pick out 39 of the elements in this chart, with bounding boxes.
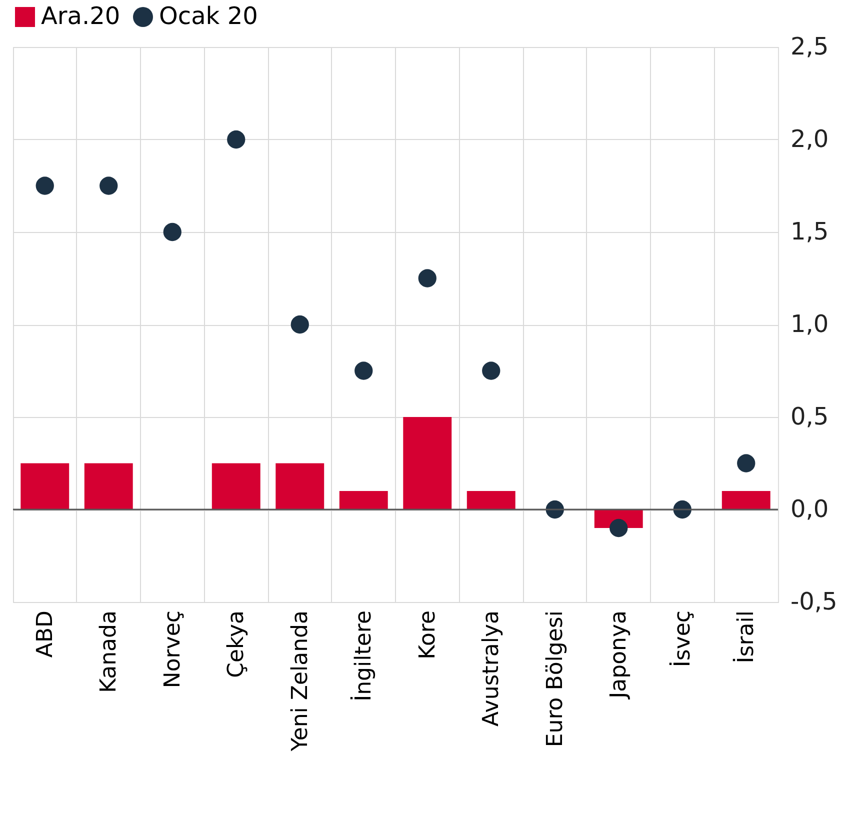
legend-label: Ara.20 <box>41 2 120 30</box>
y-tick-label: 2,0 <box>790 125 829 153</box>
x-tick-label: ABD <box>32 610 58 658</box>
point <box>100 176 118 195</box>
y-tick-label: 1,0 <box>790 310 829 338</box>
bar <box>403 417 452 510</box>
point <box>610 518 628 538</box>
y-tick-label: -0,5 <box>790 588 838 616</box>
x-tick-label: İngiltere <box>350 610 377 702</box>
y-tick-label: 0,0 <box>790 495 829 523</box>
bar <box>466 491 516 510</box>
x-tick-label: Norveç <box>160 610 186 688</box>
y-tick-label: 2,5 <box>790 32 829 60</box>
x-tick-label: Yeni Zelanda <box>288 610 313 752</box>
bar <box>84 463 133 510</box>
bar <box>212 463 260 510</box>
y-tick-label: 1,5 <box>790 218 829 246</box>
point <box>290 315 309 334</box>
point <box>482 362 500 380</box>
x-tick-label: Çekya <box>224 610 250 678</box>
bar <box>20 463 70 510</box>
legend-label: Ocak 20 <box>159 2 258 30</box>
x-tick-label: Japonya <box>606 610 632 700</box>
point <box>227 130 246 149</box>
point <box>354 362 373 380</box>
bar <box>276 463 324 510</box>
x-tick-label: İsveç <box>668 610 696 668</box>
x-tick-label: Kanada <box>96 610 122 693</box>
bar <box>722 491 770 510</box>
y-tick-label: 0,5 <box>790 402 829 430</box>
bar <box>339 491 388 510</box>
point <box>36 176 54 195</box>
x-tick-label: Avustralya <box>479 610 504 726</box>
x-tick-label: Euro Bölgesi <box>542 610 568 748</box>
x-tick-label: İsrail <box>732 610 760 664</box>
x-tick-label: Kore <box>415 610 440 660</box>
point <box>418 269 436 288</box>
point <box>163 222 182 242</box>
point <box>737 454 756 472</box>
